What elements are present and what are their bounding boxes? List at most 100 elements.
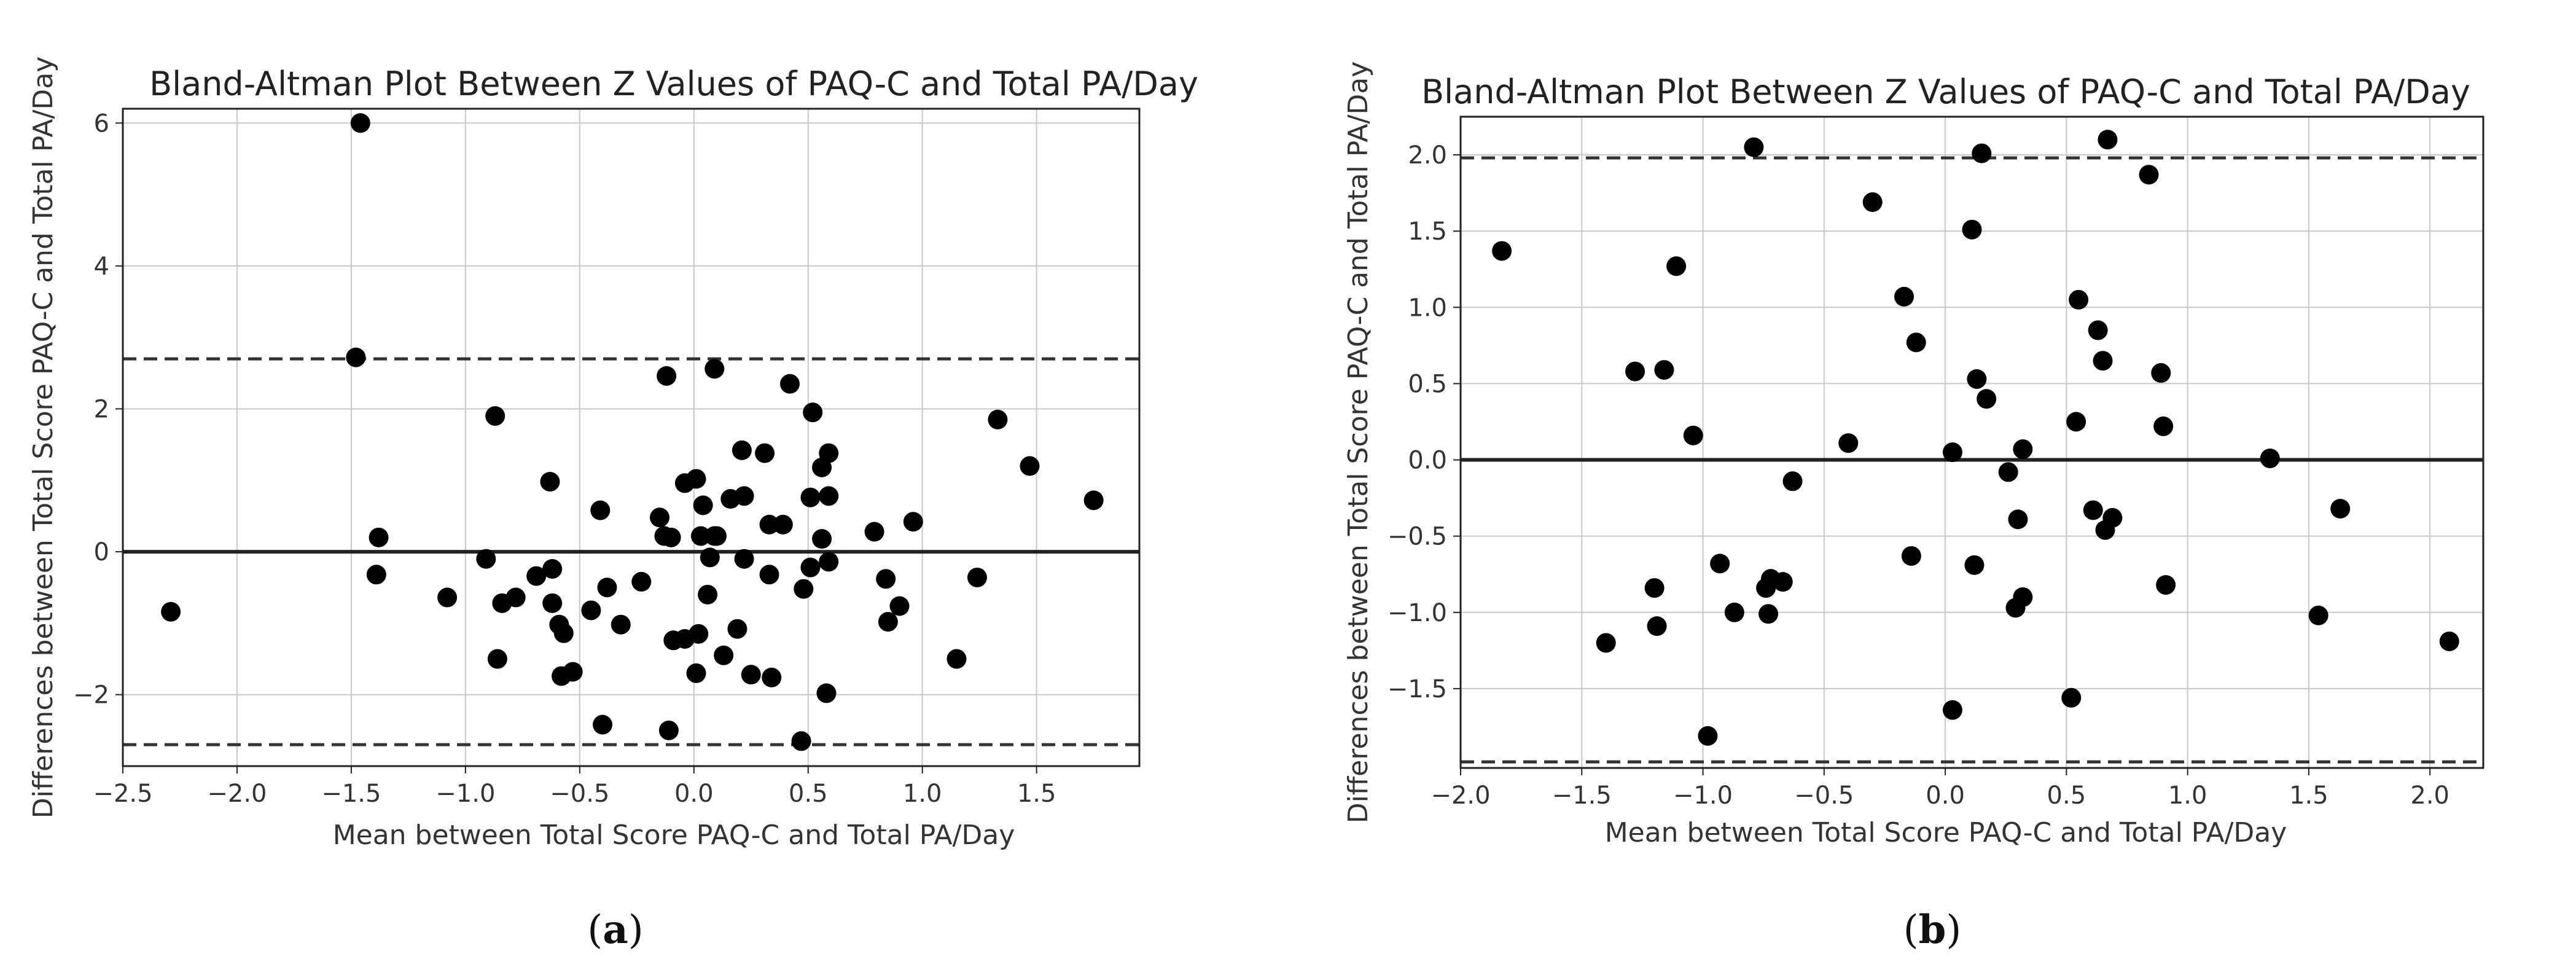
data-point: [563, 662, 583, 682]
data-point: [727, 619, 747, 639]
data-point: [800, 557, 821, 577]
data-point: [2098, 130, 2118, 150]
data-point: [819, 552, 839, 572]
data-point: [1744, 137, 1764, 157]
data-point: [1964, 555, 1985, 575]
data-point: [2013, 439, 2033, 460]
grid: [122, 109, 1139, 766]
data-point: [542, 593, 563, 613]
reference-lines: [1461, 156, 2483, 764]
data-point: [2330, 498, 2351, 519]
data-point: [437, 587, 458, 608]
x-tick-label: −1.5: [1552, 781, 1612, 810]
data-point: [686, 663, 706, 683]
data-point: [1596, 633, 1616, 653]
plot-area-frame: [122, 108, 1141, 767]
chart-panel-b: Bland-Altman Plot Between Z Values of PA…: [1343, 61, 2484, 848]
data-point: [755, 443, 775, 463]
y-axis-label: Differences between Total Score PAQ-C an…: [1343, 61, 1374, 824]
data-point: [819, 443, 839, 463]
data-point: [988, 409, 1008, 429]
data-point: [800, 487, 821, 507]
data-point: [1901, 546, 1921, 566]
data-point: [350, 113, 370, 133]
x-tick-label: 0.0: [1926, 781, 1965, 810]
data-point: [794, 579, 814, 599]
x-tick-label: −2.0: [207, 780, 267, 808]
x-axis-ticks: −2.0 −1.5 −1.0 −0.5 0.0 0.5 1.0 1.5 2.0: [1430, 768, 2449, 810]
data-point: [597, 577, 617, 598]
data-point: [1977, 389, 1997, 409]
y-tick-label: 2: [94, 395, 109, 423]
data-point: [2083, 500, 2103, 520]
x-tick-label: −2.5: [93, 780, 152, 808]
y-tick-label: −2: [73, 681, 109, 710]
data-point: [505, 587, 526, 608]
x-axis-label: Mean between Total Score PAQ-C and Total…: [1605, 817, 2287, 848]
data-point: [1666, 256, 1687, 276]
data-point: [714, 645, 734, 665]
data-point: [1773, 572, 1793, 592]
data-point: [2102, 507, 2123, 528]
y-tick-label: 6: [94, 109, 109, 138]
data-point: [658, 720, 679, 740]
data-point: [1998, 462, 2018, 482]
data-point: [2308, 605, 2328, 625]
data-point: [903, 512, 923, 532]
data-point: [967, 567, 987, 587]
data-point: [759, 514, 779, 534]
data-point: [2066, 412, 2086, 432]
data-point: [1972, 143, 1992, 163]
y-tick-label: −1.5: [1388, 675, 1447, 703]
data-point: [1647, 616, 1667, 636]
data-point: [2156, 575, 2176, 595]
y-tick-label: 2.0: [1408, 141, 1447, 170]
data-point: [369, 527, 389, 547]
grid: [1460, 117, 2483, 768]
chart-title: Bland-Altman Plot Between Z Values of PA…: [1421, 72, 2470, 111]
data-points: [1492, 130, 2459, 746]
data-point: [946, 649, 967, 669]
x-tick-label: 2.0: [2410, 781, 2449, 810]
data-point: [803, 402, 823, 423]
y-tick-label: 4: [94, 253, 109, 281]
data-point: [689, 624, 709, 644]
data-point: [878, 612, 898, 632]
data-point: [476, 549, 496, 569]
data-point: [590, 500, 611, 520]
data-point: [864, 522, 884, 542]
data-point: [2008, 509, 2028, 530]
data-point: [1962, 219, 1982, 240]
y-tick-label: 0: [94, 538, 109, 566]
data-point: [649, 507, 669, 528]
data-point: [791, 731, 811, 751]
y-axis-label: Differences between Total Score PAQ-C an…: [28, 57, 59, 819]
data-point: [700, 547, 720, 568]
y-tick-label: 0.0: [1408, 447, 1447, 475]
data-point: [1942, 700, 1962, 720]
data-point: [773, 514, 793, 534]
data-point: [889, 596, 910, 616]
data-point: [1838, 433, 1859, 453]
data-point: [2153, 416, 2174, 436]
data-point: [526, 566, 547, 586]
data-point: [693, 495, 713, 515]
data-point: [819, 486, 839, 506]
data-point: [690, 526, 711, 546]
chart-panel-a: Bland-Altman Plot Between Z Values of PA…: [28, 57, 1198, 851]
data-points: [161, 113, 1104, 751]
data-point: [686, 469, 706, 489]
x-tick-label: −2.0: [1430, 781, 1490, 810]
chart-title: Bland-Altman Plot Between Z Values of PA…: [149, 65, 1198, 103]
data-point: [485, 406, 505, 426]
x-tick-label: −1.0: [435, 780, 495, 808]
data-point: [2139, 165, 2159, 185]
x-tick-label: 1.0: [903, 780, 942, 808]
data-point: [631, 571, 652, 592]
data-point: [2013, 587, 2033, 607]
data-point: [581, 600, 601, 621]
data-point: [1862, 192, 1883, 213]
data-point: [1698, 726, 1718, 746]
data-point: [816, 683, 837, 703]
